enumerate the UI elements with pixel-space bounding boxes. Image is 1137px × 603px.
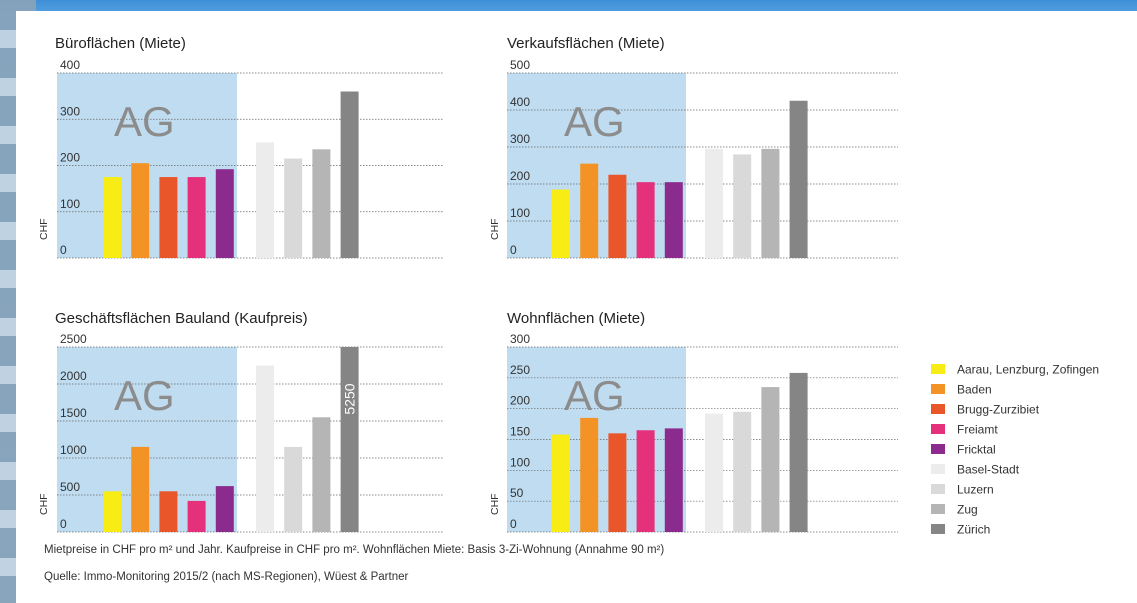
bar-freiamt — [636, 182, 655, 258]
y-tick-label: 150 — [510, 425, 530, 439]
bar-zug — [761, 148, 780, 258]
y-tick-label: 200 — [510, 394, 530, 408]
bar-basel-stadt — [256, 142, 274, 258]
bar-freiamt — [187, 500, 206, 532]
legend-label: Fricktal — [957, 443, 996, 457]
y-tick-label: 2500 — [60, 332, 87, 346]
y-tick-label: 0 — [60, 517, 67, 531]
y-tick-label: 400 — [510, 95, 530, 109]
legend-swatch — [931, 524, 945, 534]
chart-3: 0 500 1000 1500 2000 2500 AG Geschäftsflächen B… — [38, 310, 444, 533]
legend-swatch — [931, 484, 945, 494]
bar-zug — [312, 149, 331, 258]
chart-title: Wohnflächen (Miete) — [507, 310, 645, 327]
y-tick-label: 300 — [510, 132, 530, 146]
legend-label: Zug — [957, 503, 978, 517]
legend-label: Brugg-Zurzibiet — [957, 403, 1040, 417]
bar-aarau-lenzburg-zofingen — [552, 434, 570, 532]
bar-baden — [580, 163, 599, 258]
bar-freiamt — [636, 430, 655, 532]
bar-basel-stadt — [705, 413, 723, 532]
y-tick-label: 300 — [510, 332, 530, 346]
ag-zone-label: AG — [564, 98, 625, 145]
y-tick-label: 100 — [510, 206, 530, 220]
legend-label: Basel-Stadt — [957, 463, 1020, 477]
y-tick-label: 0 — [60, 243, 67, 257]
chart-title: Büroflächen (Miete) — [55, 35, 186, 52]
bar-basel-stadt — [256, 365, 274, 532]
bar-zug — [761, 387, 780, 532]
ag-zone-label: AG — [114, 98, 175, 145]
ag-zone-label: AG — [564, 372, 625, 419]
y-tick-label: 1500 — [60, 406, 87, 420]
y-axis-label: CHF — [489, 493, 501, 515]
y-tick-label: 0 — [510, 243, 517, 257]
legend-swatch — [931, 504, 945, 514]
bar-luzern — [733, 411, 752, 532]
chart-4: 0 50 100 150 200 250 300 AG Wohnflächen (Miete) C… — [489, 310, 898, 533]
y-axis-label: CHF — [38, 493, 50, 515]
legend: Aarau, Lenzburg, Zofingen Baden Brugg-Zurz… — [931, 363, 1099, 537]
bar-aarau-lenzburg-zofingen — [552, 189, 570, 258]
legend-label: Baden — [957, 383, 992, 397]
legend-swatch — [931, 404, 945, 414]
legend-swatch — [931, 424, 945, 434]
bar-luzern — [284, 446, 303, 532]
legend-label: Aarau, Lenzburg, Zofingen — [957, 363, 1099, 377]
bar-luzern — [284, 158, 303, 258]
bar-z-rich — [789, 372, 808, 532]
y-tick-label: 400 — [60, 58, 80, 72]
bar-fricktal — [664, 428, 683, 532]
y-tick-label: 250 — [510, 363, 530, 377]
bar-aarau-lenzburg-zofingen — [103, 177, 121, 258]
y-axis-label: CHF — [489, 218, 501, 240]
y-axis-label: CHF — [38, 218, 50, 240]
bar-value-label: 5250 — [342, 383, 358, 414]
bar-baden — [131, 163, 150, 258]
y-tick-label: 100 — [60, 197, 80, 211]
legend-swatch — [931, 444, 945, 454]
legend-label: Zürich — [957, 523, 990, 537]
bar-baden — [580, 417, 599, 532]
bar-fricktal — [664, 182, 683, 258]
y-tick-label: 300 — [60, 104, 80, 118]
bar-brugg-zurzibiet — [159, 491, 178, 532]
bar-basel-stadt — [705, 148, 723, 258]
bar-brugg-zurzibiet — [159, 177, 178, 258]
footnote: Mietpreise in CHF pro m² und Jahr. Kaufp… — [44, 544, 665, 556]
bar-fricktal — [215, 169, 234, 258]
legend-label: Luzern — [957, 483, 994, 497]
bar-baden — [131, 446, 150, 532]
source-note: Quelle: Immo-Monitoring 2015/2 (nach MS-… — [44, 571, 409, 583]
bar-fricktal — [215, 486, 234, 532]
y-tick-label: 100 — [510, 455, 530, 469]
chart-title: Geschäftsflächen Bauland (Kaufpreis) — [55, 310, 308, 327]
legend-label: Freiamt — [957, 423, 998, 437]
chart-2: 0 100 200 300 400 500 AG Verkaufsflächen (Miete… — [489, 35, 898, 259]
legend-swatch — [931, 464, 945, 474]
y-tick-label: 200 — [60, 151, 80, 165]
y-tick-label: 2000 — [60, 369, 87, 383]
bar-aarau-lenzburg-zofingen — [103, 491, 121, 532]
bar-brugg-zurzibiet — [608, 433, 627, 532]
y-tick-label: 200 — [510, 169, 530, 183]
y-tick-label: 500 — [510, 58, 530, 72]
legend-swatch — [931, 384, 945, 394]
legend-swatch — [931, 364, 945, 374]
bar-luzern — [733, 154, 752, 258]
y-tick-label: 50 — [510, 486, 524, 500]
y-tick-label: 1000 — [60, 443, 87, 457]
bar-z-rich — [340, 347, 359, 532]
bar-freiamt — [187, 177, 206, 258]
y-tick-label: 0 — [510, 517, 517, 531]
bar-z-rich — [789, 100, 808, 258]
chart-1: 0 100 200 300 400 AG Büroflächen (Miete) CHF — [38, 35, 444, 259]
bar-z-rich — [340, 91, 359, 258]
bar-zug — [312, 417, 331, 532]
bar-brugg-zurzibiet — [608, 174, 627, 258]
chart-title: Verkaufsflächen (Miete) — [507, 35, 665, 52]
y-tick-label: 500 — [60, 480, 80, 494]
ag-zone-label: AG — [114, 372, 175, 419]
